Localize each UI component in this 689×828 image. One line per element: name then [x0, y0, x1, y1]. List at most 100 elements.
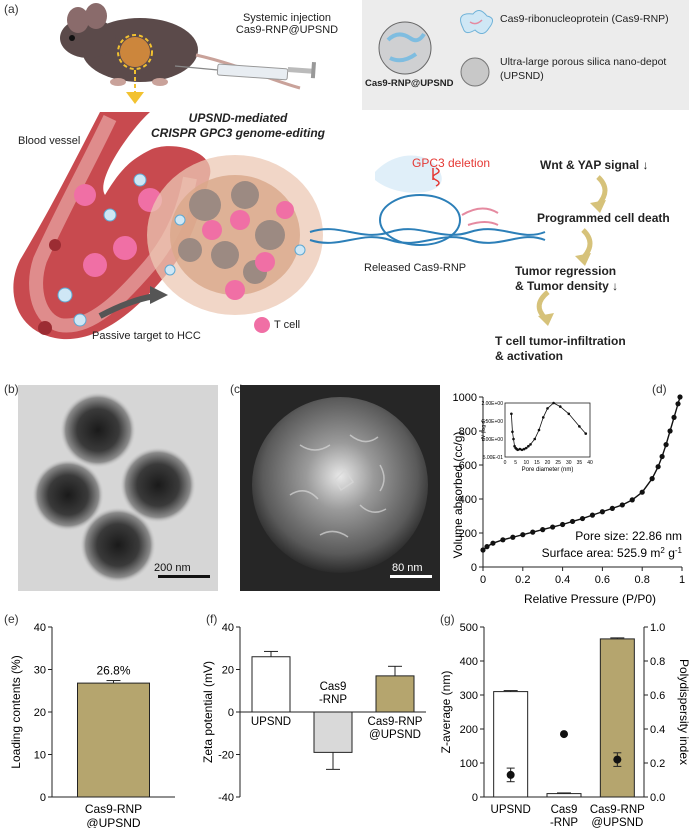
x-tick-label: 0.2	[515, 574, 530, 586]
flow-step-4-line2: & activation	[495, 349, 564, 363]
inset-point	[511, 430, 514, 434]
isotherm-point	[649, 476, 655, 482]
y-tick-label: 0	[40, 792, 46, 804]
category-label: Cas9-RNP	[590, 804, 645, 816]
isotherm-point	[671, 414, 677, 420]
y-tick-label: 10	[34, 750, 46, 762]
category-label: UPSND	[251, 716, 291, 728]
isotherm-point	[659, 453, 665, 460]
isotherm-point	[629, 497, 635, 503]
y-tick-label: 0	[472, 792, 478, 804]
isotherm-point	[675, 401, 681, 407]
y-tick-label: 0	[471, 562, 477, 574]
y2-tick-label: 0.0	[650, 792, 665, 804]
panel-a-illustration	[13, 0, 689, 340]
bar	[313, 711, 353, 753]
isotherm-point	[560, 521, 566, 528]
inset-point	[533, 437, 537, 441]
nanoparticle	[32, 459, 104, 531]
x-tick-label: 0.6	[595, 574, 610, 586]
isotherm-point	[663, 442, 669, 448]
y-tick-label: 400	[460, 656, 478, 668]
inset-point	[552, 401, 555, 405]
isotherm-point	[579, 515, 586, 522]
nanoparticle	[252, 397, 428, 573]
y-tick-label: 40	[34, 622, 46, 634]
blood-vessel	[13, 112, 211, 340]
surface-area-annotation: Surface area: 525.9 m2 g-1	[542, 546, 683, 561]
isotherm-point	[500, 537, 506, 543]
flow-step-4-line1: T cell tumor-infiltration	[495, 334, 626, 348]
y2-tick-label: 0.8	[650, 656, 665, 668]
y2-axis-label: Polydispersity index	[677, 659, 689, 765]
x-tick-label: 1	[679, 574, 685, 586]
inset-point	[518, 447, 522, 451]
category-label: Cas9-RNP	[368, 716, 423, 728]
injection-line2: Cas9-RNP@UPSND	[235, 24, 339, 36]
category-label: @UPSND	[86, 816, 141, 828]
inset-point	[510, 412, 513, 416]
nanoparticle	[80, 507, 156, 583]
y-axis-label: Volume absorbed (cc/g)	[451, 432, 465, 559]
y-axis-label: Loading contents (%)	[9, 655, 23, 768]
pdi-point	[506, 770, 515, 779]
y-tick-label: 100	[460, 758, 478, 770]
pdi-point	[613, 755, 622, 764]
t-cell-label: T cell	[274, 319, 301, 331]
x-tick-label: 0.8	[635, 574, 650, 586]
flow-step-1: Wnt & YAP signal ↓	[540, 158, 649, 172]
inset-point	[584, 432, 588, 435]
x-tick-label: 0	[480, 574, 486, 586]
inset-point	[558, 405, 562, 408]
inset-point	[516, 448, 520, 452]
y-tick-label: 40	[222, 622, 234, 634]
zeta-chart: -40 -20 0 20 40 Zeta potential (mV) UPSND Cas9-…	[201, 622, 426, 804]
flow-step-3-line1: Tumor regression	[515, 264, 617, 278]
category-label: Cas9-RNP	[85, 802, 142, 816]
surface-area-unit: g	[665, 546, 675, 560]
passive-target-label: Passive target to HCC	[92, 330, 201, 342]
category-label: Cas9	[320, 681, 347, 693]
scale-bar-label: 200 nm	[154, 562, 191, 574]
y-tick-label: 0	[228, 707, 234, 719]
isotherm-point	[510, 534, 516, 540]
category-label: UPSND	[491, 804, 531, 816]
nanoparticle	[120, 447, 196, 523]
isotherm-point	[540, 527, 546, 533]
y2-tick-label: 0.6	[650, 690, 665, 702]
isotherm-point	[550, 524, 556, 530]
scale-bar-label: 80 nm	[392, 562, 423, 574]
inset-point	[522, 447, 526, 451]
tem-image: 200 nm	[18, 385, 218, 591]
category-label: -RNP	[319, 694, 347, 706]
category-label: -RNP	[550, 817, 578, 828]
inset-y-tick-label: 1.00E+00	[481, 437, 503, 443]
flow-step-3: Tumor regression & Tumor density ↓	[515, 264, 618, 294]
inset-x-label: Pore diameter (nm)	[522, 467, 574, 473]
value-label: 26.8%	[96, 664, 130, 678]
bar	[77, 682, 150, 798]
inset-point	[529, 443, 532, 446]
inset-x-tick-label: 35	[577, 460, 583, 466]
inset-point	[520, 448, 524, 452]
isotherm-point	[655, 464, 661, 470]
blood-vessel-label: Blood vessel	[18, 135, 81, 147]
editing-title-line1: UPSND-mediated	[188, 111, 288, 125]
surface-area-sup2: -1	[675, 546, 683, 555]
y2-tick-label: 1.0	[650, 622, 665, 634]
dna-editing-icon	[309, 155, 546, 246]
flow-step-2: Programmed cell death	[537, 211, 670, 225]
isotherm-point	[677, 394, 683, 400]
inset-y-tick-label: 1.50E+00	[481, 419, 503, 425]
y-tick-label: 200	[460, 724, 478, 736]
y-tick-label: 30	[34, 665, 46, 677]
pore-size-annotation: Pore size: 22.86 nm	[575, 529, 682, 543]
nanoparticle-legend-icon	[378, 21, 432, 75]
flow-step-4: T cell tumor-infiltration & activation	[495, 334, 626, 364]
inset-y-tick-label: 2.00E+00	[481, 401, 503, 407]
y-tick-label: 300	[460, 690, 478, 702]
loading-chart: 0 10 20 30 40 Loading contents (%) Cas9-RNP@UP…	[9, 622, 175, 828]
surface-area-sup: 2	[660, 546, 665, 555]
surface-area-prefix: Surface area: 525.9 m	[542, 546, 661, 560]
